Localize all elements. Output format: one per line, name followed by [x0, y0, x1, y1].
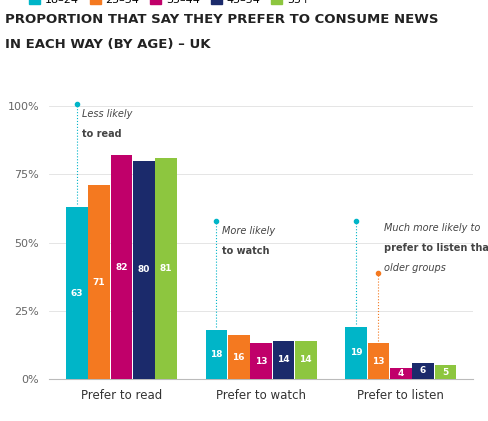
Text: 5: 5: [442, 368, 448, 376]
Text: prefer to listen than: prefer to listen than: [384, 243, 488, 253]
Text: 14: 14: [277, 355, 290, 364]
Bar: [66, 207, 87, 379]
Text: 80: 80: [138, 265, 150, 274]
Text: 81: 81: [160, 264, 172, 273]
Text: More likely: More likely: [222, 226, 275, 236]
Text: 18: 18: [210, 350, 223, 359]
Bar: [295, 341, 317, 379]
Bar: [228, 335, 249, 379]
Text: to read: to read: [82, 128, 122, 139]
Text: 16: 16: [232, 353, 245, 362]
Text: 82: 82: [115, 263, 128, 272]
Bar: [412, 362, 434, 379]
Text: 4: 4: [398, 369, 404, 378]
Text: 13: 13: [255, 357, 267, 366]
Bar: [345, 327, 367, 379]
Bar: [205, 330, 227, 379]
Text: 19: 19: [350, 349, 363, 357]
Text: Less likely: Less likely: [82, 109, 133, 119]
Text: 13: 13: [372, 357, 385, 366]
Bar: [111, 155, 132, 379]
Text: 63: 63: [70, 288, 83, 298]
Text: IN EACH WAY (BY AGE) – UK: IN EACH WAY (BY AGE) – UK: [5, 38, 210, 51]
Bar: [390, 368, 411, 379]
Bar: [155, 158, 177, 379]
Bar: [133, 161, 155, 379]
Bar: [273, 341, 294, 379]
Text: Much more likely to: Much more likely to: [384, 224, 480, 234]
Text: 71: 71: [93, 277, 105, 287]
Bar: [367, 344, 389, 379]
Text: PROPORTION THAT SAY THEY PREFER TO CONSUME NEWS: PROPORTION THAT SAY THEY PREFER TO CONSU…: [5, 13, 438, 26]
Bar: [435, 365, 456, 379]
Legend: 18–24, 25–34, 35–44, 45–54, 55+: 18–24, 25–34, 35–44, 45–54, 55+: [24, 0, 315, 9]
Text: 6: 6: [420, 366, 426, 375]
Bar: [88, 185, 110, 379]
Text: to watch: to watch: [222, 246, 269, 256]
Text: 14: 14: [300, 355, 312, 364]
Text: older groups: older groups: [384, 263, 446, 273]
Bar: [250, 344, 272, 379]
